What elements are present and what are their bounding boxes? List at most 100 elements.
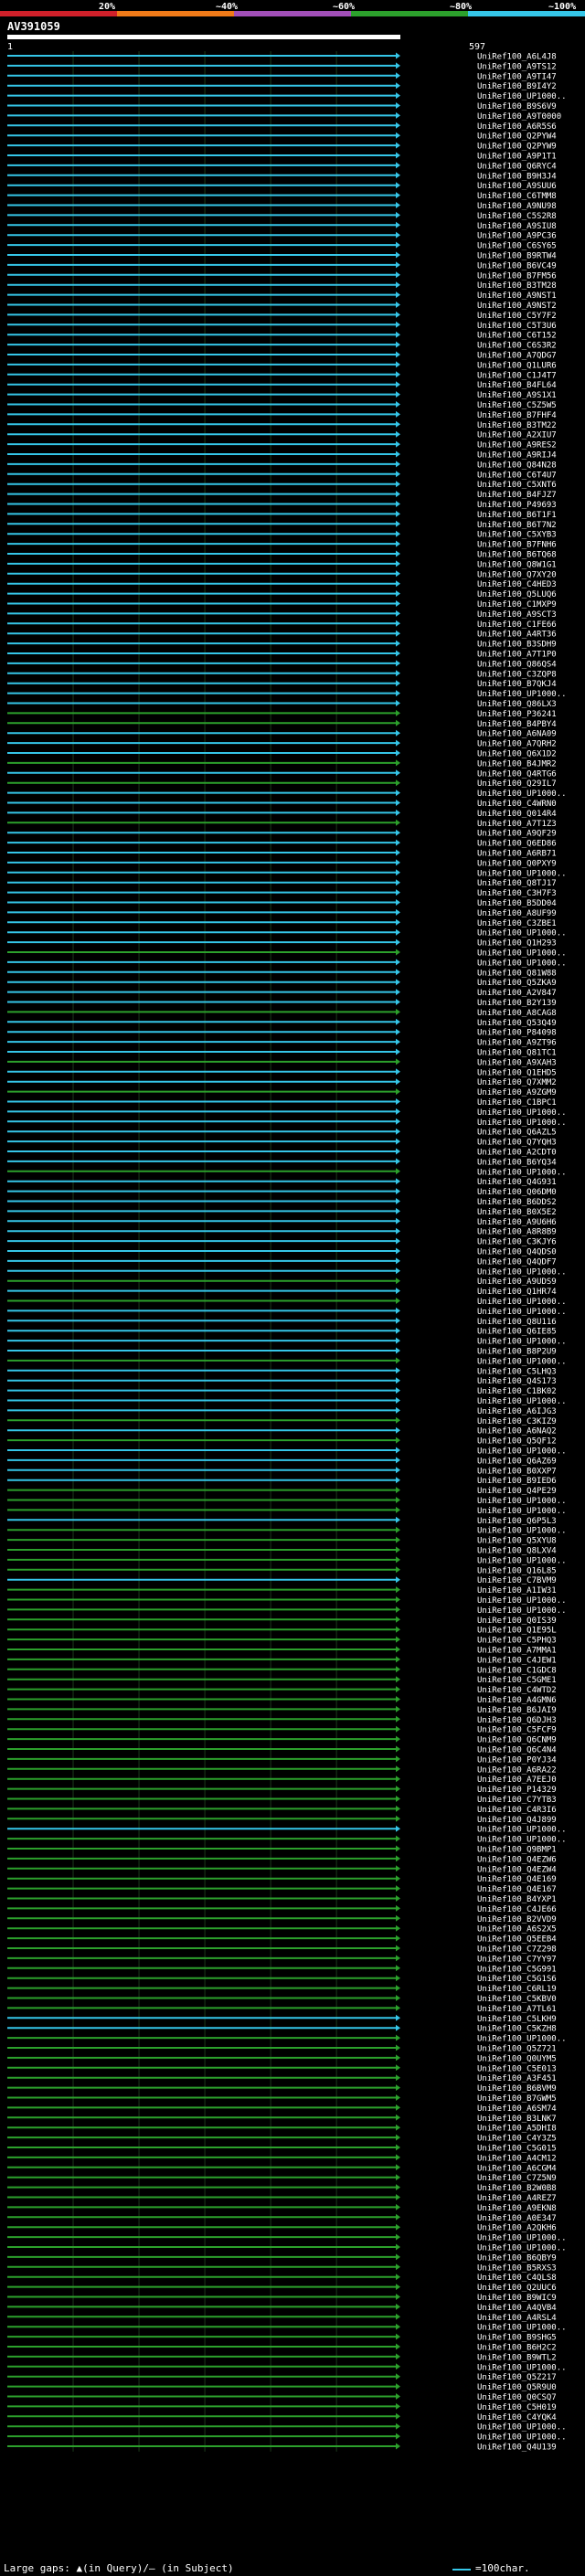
hit-label[interactable]: UniRef100_B7GWM5 — [477, 2094, 557, 2104]
hit-label[interactable]: UniRef100_A7T1Z3 — [477, 820, 557, 829]
hit-label[interactable]: UniRef100_C6SY65 — [477, 242, 557, 251]
hit-label[interactable]: UniRef100_C4R3I6 — [477, 1806, 557, 1815]
hit-label[interactable]: UniRef100_UP1000.. — [477, 1507, 567, 1516]
hit-label[interactable]: UniRef100_Q86QS4 — [477, 660, 557, 669]
hit-label[interactable]: UniRef100_C7Z5N9 — [477, 2174, 557, 2183]
hit-label[interactable]: UniRef100_C7YTB3 — [477, 1796, 557, 1805]
hit-label[interactable]: UniRef100_Q29IL7 — [477, 779, 557, 789]
hit-label[interactable]: UniRef100_C5LHQ3 — [477, 1367, 557, 1376]
hit-label[interactable]: UniRef100_A9ZT96 — [477, 1039, 557, 1048]
hit-label[interactable]: UniRef100_B2VVD9 — [477, 1915, 557, 1924]
hit-label[interactable]: UniRef100_A6RA22 — [477, 1765, 557, 1775]
hit-label[interactable]: UniRef100_C1BPC1 — [477, 1098, 557, 1108]
hit-label[interactable]: UniRef100_C4JEW1 — [477, 1656, 557, 1665]
hit-label[interactable]: UniRef100_A7QDG7 — [477, 352, 557, 361]
hit-label[interactable]: UniRef100_UP1000.. — [477, 1596, 567, 1606]
hit-label[interactable]: UniRef100_Q7YQH3 — [477, 1139, 557, 1148]
hit-label[interactable]: UniRef100_A4RT36 — [477, 631, 557, 640]
hit-label[interactable]: UniRef100_C5E013 — [477, 2064, 557, 2073]
hit-label[interactable]: UniRef100_C3H7F3 — [477, 889, 557, 898]
hit-label[interactable]: UniRef100_C5G991 — [477, 1965, 557, 1974]
hit-label[interactable]: UniRef100_C5Z5W5 — [477, 401, 557, 410]
hit-label[interactable]: UniRef100_C5GME1 — [477, 1676, 557, 1685]
hit-label[interactable]: UniRef100_B4JMR2 — [477, 759, 557, 769]
hit-label[interactable]: UniRef100_UP1000.. — [477, 2433, 567, 2443]
hit-label[interactable]: UniRef100_Q5Z217 — [477, 2373, 557, 2382]
hit-label[interactable]: UniRef100_Q6X1D2 — [477, 750, 557, 759]
hit-label[interactable]: UniRef100_B5RXS3 — [477, 2263, 557, 2273]
hit-label[interactable]: UniRef100_A9SIU8 — [477, 222, 557, 231]
hit-label[interactable]: UniRef100_P14329 — [477, 1786, 557, 1795]
hit-label[interactable]: UniRef100_UP1000.. — [477, 1836, 567, 1845]
hit-label[interactable]: UniRef100_B6YQ34 — [477, 1158, 557, 1167]
hit-label[interactable]: UniRef100_B6VC49 — [477, 261, 557, 270]
hit-label[interactable]: UniRef100_Q0CSQ7 — [477, 2393, 557, 2402]
hit-label[interactable]: UniRef100_C6RL19 — [477, 1985, 557, 1994]
hit-label[interactable]: UniRef100_C5XYB3 — [477, 531, 557, 540]
hit-label[interactable]: UniRef100_B7QKJ4 — [477, 680, 557, 689]
hit-label[interactable]: UniRef100_Q1EHD5 — [477, 1068, 557, 1077]
hit-label[interactable]: UniRef100_UP1000.. — [477, 1108, 567, 1118]
hit-label[interactable]: UniRef100_A6RB71 — [477, 850, 557, 859]
hit-label[interactable]: UniRef100_B5DD04 — [477, 899, 557, 908]
hit-label[interactable]: UniRef100_Q4EZW4 — [477, 1865, 557, 1874]
hit-label[interactable]: UniRef100_B4PBY4 — [477, 720, 557, 729]
hit-label[interactable]: UniRef100_B6QBY9 — [477, 2253, 557, 2263]
hit-label[interactable]: UniRef100_C6T4U7 — [477, 471, 557, 480]
hit-label[interactable]: UniRef100_Q7XMM2 — [477, 1078, 557, 1087]
hit-label[interactable]: UniRef100_A6SM74 — [477, 2104, 557, 2114]
hit-label[interactable]: UniRef100_A4RSL4 — [477, 2314, 557, 2323]
hit-label[interactable]: UniRef100_Q6IE85 — [477, 1328, 557, 1337]
hit-label[interactable]: UniRef100_B0X5E2 — [477, 1208, 557, 1217]
hit-label[interactable]: UniRef100_A6L4J8 — [477, 53, 557, 62]
hit-label[interactable]: UniRef100_B9WTL2 — [477, 2353, 557, 2362]
hit-label[interactable]: UniRef100_C5XNT6 — [477, 481, 557, 490]
hit-label[interactable]: UniRef100_Q014R4 — [477, 810, 557, 819]
hit-label[interactable]: UniRef100_Q4G931 — [477, 1178, 557, 1187]
hit-label[interactable]: UniRef100_Q5EEB4 — [477, 1935, 557, 1945]
hit-label[interactable]: UniRef100_Q4RTG6 — [477, 769, 557, 779]
hit-label[interactable]: UniRef100_C5G1S6 — [477, 1975, 557, 1984]
hit-label[interactable]: UniRef100_A8UF99 — [477, 909, 557, 918]
hit-label[interactable]: UniRef100_A9NST2 — [477, 302, 557, 311]
hit-label[interactable]: UniRef100_UP1000.. — [477, 959, 567, 968]
hit-label[interactable]: UniRef100_Q4PE29 — [477, 1487, 557, 1496]
hit-label[interactable]: UniRef100_B7FHF4 — [477, 411, 557, 420]
hit-label[interactable]: UniRef100_C7YY97 — [477, 1955, 557, 1964]
hit-label[interactable]: UniRef100_UP1000.. — [477, 92, 567, 101]
hit-label[interactable]: UniRef100_C3KIZ9 — [477, 1417, 557, 1426]
hit-label[interactable]: UniRef100_Q0PXY9 — [477, 859, 557, 868]
hit-label[interactable]: UniRef100_UP1000.. — [477, 2423, 567, 2433]
hit-label[interactable]: UniRef100_Q4U139 — [477, 2443, 557, 2453]
hit-label[interactable]: UniRef100_C4JE66 — [477, 1905, 557, 1914]
hit-label[interactable]: UniRef100_Q4QDS0 — [477, 1248, 557, 1257]
hit-label[interactable]: UniRef100_B6T1F1 — [477, 511, 557, 520]
hit-label[interactable]: UniRef100_Q5QF12 — [477, 1437, 557, 1447]
hit-label[interactable]: UniRef100_B6TQ68 — [477, 551, 557, 560]
hit-label[interactable]: UniRef100_B4YXP1 — [477, 1895, 557, 1904]
hit-label[interactable]: UniRef100_A7EEJ0 — [477, 1776, 557, 1785]
hit-label[interactable]: UniRef100_B6DDS2 — [477, 1198, 557, 1207]
hit-label[interactable]: UniRef100_Q7XY20 — [477, 570, 557, 579]
hit-label[interactable]: UniRef100_A9TS12 — [477, 62, 557, 71]
hit-label[interactable]: UniRef100_P84098 — [477, 1029, 557, 1038]
hit-label[interactable]: UniRef100_UP1000.. — [477, 1447, 567, 1457]
hit-label[interactable]: UniRef100_A8R8B9 — [477, 1228, 557, 1237]
hit-label[interactable]: UniRef100_A7T1P0 — [477, 651, 557, 660]
hit-label[interactable]: UniRef100_A9NST1 — [477, 292, 557, 301]
hit-label[interactable]: UniRef100_C1J4T7 — [477, 371, 557, 380]
hit-label[interactable]: UniRef100_Q8TJ17 — [477, 879, 557, 888]
hit-label[interactable]: UniRef100_C4HED3 — [477, 580, 557, 589]
hit-label[interactable]: UniRef100_C5KZH8 — [477, 2025, 557, 2034]
hit-label[interactable]: UniRef100_C4QLS8 — [477, 2274, 557, 2283]
hit-label[interactable]: UniRef100_UP1000.. — [477, 1556, 567, 1565]
hit-label[interactable]: UniRef100_UP1000.. — [477, 2234, 567, 2243]
hit-label[interactable]: UniRef100_B8P2U9 — [477, 1348, 557, 1357]
hit-label[interactable]: UniRef100_A4REZ7 — [477, 2194, 557, 2203]
hit-label[interactable]: UniRef100_Q6CNM9 — [477, 1736, 557, 1745]
hit-label[interactable]: UniRef100_B4FJZ7 — [477, 491, 557, 500]
hit-label[interactable]: UniRef100_A9RES2 — [477, 441, 557, 451]
hit-label[interactable]: UniRef100_A9SUU6 — [477, 182, 557, 191]
hit-label[interactable]: UniRef100_P0YJ34 — [477, 1755, 557, 1765]
hit-label[interactable]: UniRef100_A1IW31 — [477, 1586, 557, 1595]
